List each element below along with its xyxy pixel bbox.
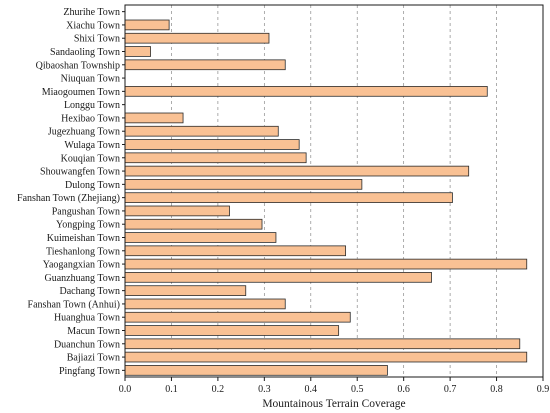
bar <box>124 218 263 230</box>
category-label: Jugezhuang Town <box>48 127 120 138</box>
bar <box>124 205 230 217</box>
bar <box>124 46 151 57</box>
category-label: Dachang Town <box>60 286 121 297</box>
category-label: Kuimeishan Town <box>47 233 120 244</box>
bar <box>124 258 528 270</box>
category-label: Bajiazi Town <box>67 353 120 364</box>
bar <box>124 325 340 336</box>
x-tick-label: 0.7 <box>444 384 457 395</box>
bar <box>124 311 351 323</box>
x-axis-title: Mountainous Terrain Coverage <box>262 398 405 410</box>
x-tick-label: 0.8 <box>490 384 503 395</box>
x-tick-label: 0.4 <box>305 384 318 395</box>
bar <box>124 272 432 283</box>
bar <box>124 19 170 31</box>
x-tick-label: 0.2 <box>212 384 225 395</box>
category-label: Shixi Town <box>74 34 120 45</box>
category-label: Fanshan Town (Anhui) <box>28 299 120 310</box>
bar <box>124 86 488 97</box>
bar <box>124 152 307 164</box>
category-label: Guanzhuang Town <box>45 273 121 284</box>
category-label: Yongping Town <box>56 220 120 231</box>
plot-frame <box>124 4 544 378</box>
bar <box>124 112 184 124</box>
category-label: Macun Town <box>67 326 120 337</box>
bar <box>124 139 300 150</box>
bar <box>124 32 270 44</box>
bar <box>124 125 279 137</box>
x-tick-label: 0.3 <box>258 384 271 395</box>
category-label: Pangushan Town <box>52 206 120 217</box>
x-tick-label: 0.6 <box>397 384 410 395</box>
bar <box>124 351 528 363</box>
bars <box>124 19 528 376</box>
category-label: Wulaga Town <box>64 140 120 151</box>
category-label: Yaogangxian Town <box>43 260 120 271</box>
category-label: Hexibao Town <box>61 113 120 124</box>
category-label: Duanchun Town <box>54 339 120 350</box>
category-label: Shouwangfen Town <box>40 167 120 178</box>
bar <box>124 245 347 257</box>
category-label: Tieshanlong Town <box>46 246 120 257</box>
category-label: Longgu Town <box>64 100 120 111</box>
x-tick-label: 0.0 <box>119 384 132 395</box>
category-label: Miaogoumen Town <box>42 87 120 98</box>
category-label: Zhurihe Town <box>63 7 120 18</box>
bar <box>124 179 363 190</box>
category-label: Pingfang Town <box>59 366 120 377</box>
bar <box>124 165 470 177</box>
bar <box>124 298 286 310</box>
category-label: Xiachu Town <box>66 20 120 31</box>
bar <box>124 192 453 203</box>
x-tick-label: 0.1 <box>165 384 178 395</box>
category-labels: Zhurihe Town Xiachu Town Shixi Town Sandaol… <box>17 7 125 377</box>
bar <box>124 232 277 243</box>
category-label: Dulong Town <box>65 180 120 191</box>
category-label: Huanghua Town <box>54 313 120 324</box>
category-label: Fanshan Town (Zhejiang) <box>17 193 120 204</box>
x-tick-label: 0.9 <box>537 384 550 395</box>
x-tick-label: 0.5 <box>351 384 364 395</box>
bar <box>124 285 247 296</box>
x-axis-ticks: 0.0 0.1 0.2 0.3 0.4 0.5 0.6 0.7 0.8 0.9 <box>119 377 550 395</box>
category-label: Qibaoshan Township <box>36 60 120 71</box>
bar <box>124 59 286 71</box>
bar <box>124 365 388 376</box>
category-label: Kouqian Town <box>61 153 120 164</box>
category-label: Niuquan Town <box>61 74 120 85</box>
bar <box>124 338 521 350</box>
category-label: Sandaoling Town <box>50 47 120 58</box>
